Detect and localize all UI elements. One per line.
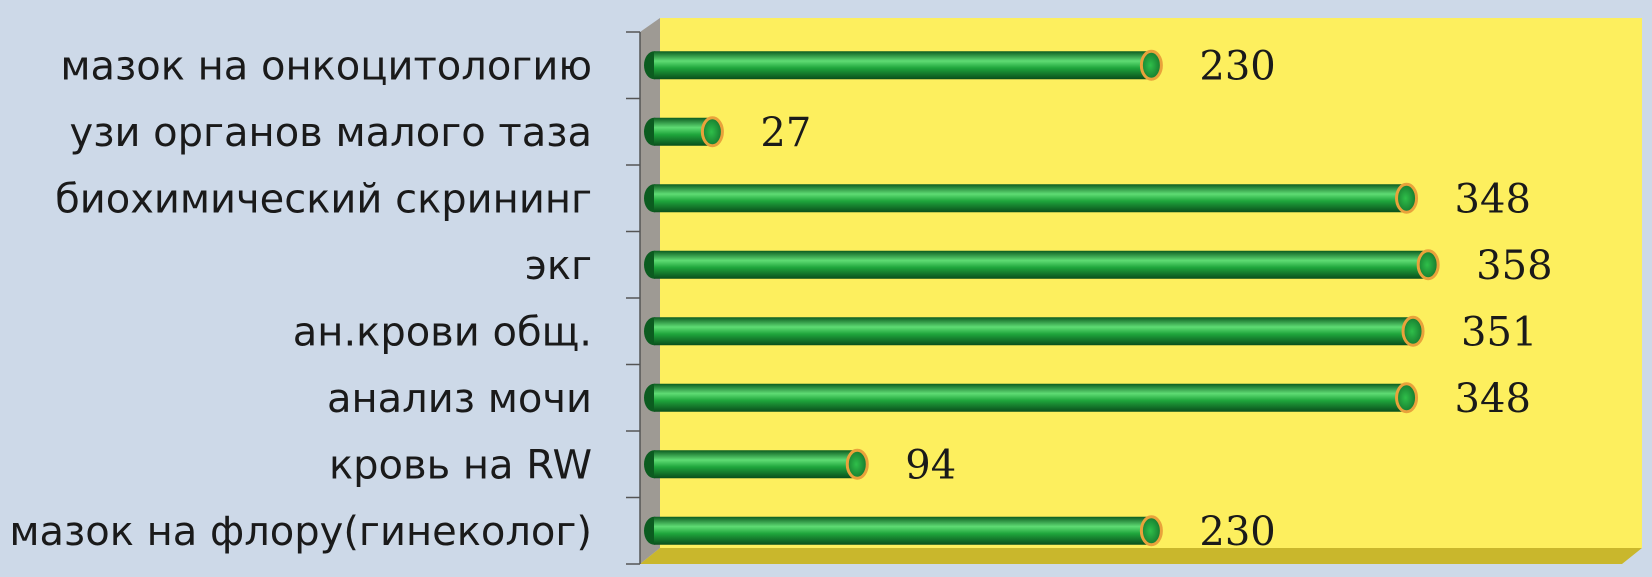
- category-label: мазок на онкоцитологию: [60, 43, 592, 89]
- category-label: узи органов малого таза: [70, 110, 592, 156]
- bar-body: [654, 317, 1414, 346]
- category-label: мазок на флору(гинеколог): [9, 509, 592, 555]
- plot-area-floor: [640, 548, 1642, 564]
- bars: [644, 49, 1440, 547]
- bar-body: [654, 450, 858, 479]
- bar: [644, 315, 1425, 347]
- plot-area-side-wall: [640, 18, 660, 564]
- data-label: 348: [1455, 376, 1531, 422]
- data-label: 358: [1476, 243, 1552, 289]
- data-label: 94: [905, 442, 956, 488]
- bar: [644, 448, 869, 480]
- bar: [644, 49, 1163, 81]
- bar-end-cap: [1395, 382, 1419, 414]
- data-label: 27: [760, 110, 811, 156]
- bar-body: [654, 51, 1152, 80]
- bar: [644, 382, 1419, 414]
- category-label: биохимический скрининг: [55, 176, 592, 222]
- bar: [644, 515, 1163, 547]
- bar-body: [654, 184, 1407, 213]
- bar-end-cap: [700, 116, 724, 148]
- bar: [644, 249, 1440, 281]
- category-label: кровь на RW: [329, 442, 592, 488]
- category-label: анализ мочи: [327, 376, 592, 422]
- bar-body: [654, 383, 1407, 412]
- bar-end-cap: [1395, 182, 1419, 214]
- plot-area-wall: [660, 18, 1642, 548]
- category-labels: мазок на онкоцитологию узи органов малого…: [9, 43, 592, 555]
- data-label: 230: [1199, 509, 1275, 555]
- bar-end-cap: [1139, 515, 1163, 547]
- category-label: ан.крови общ.: [293, 309, 592, 355]
- data-labels: 230 27 348 358 351 348 94 230: [760, 43, 1552, 555]
- bar-end-cap: [1139, 49, 1163, 81]
- data-label: 351: [1461, 309, 1537, 355]
- bar-end-cap: [1401, 315, 1425, 347]
- data-label: 348: [1455, 176, 1531, 222]
- data-label: 230: [1199, 43, 1275, 89]
- bar-end-cap: [845, 448, 869, 480]
- bar: [644, 182, 1419, 214]
- axis-ticks: [626, 31, 640, 565]
- bar-body: [654, 516, 1152, 545]
- bar: [644, 116, 724, 148]
- category-label: экг: [525, 243, 592, 289]
- bar-body: [654, 250, 1429, 279]
- bar-end-cap: [1416, 249, 1440, 281]
